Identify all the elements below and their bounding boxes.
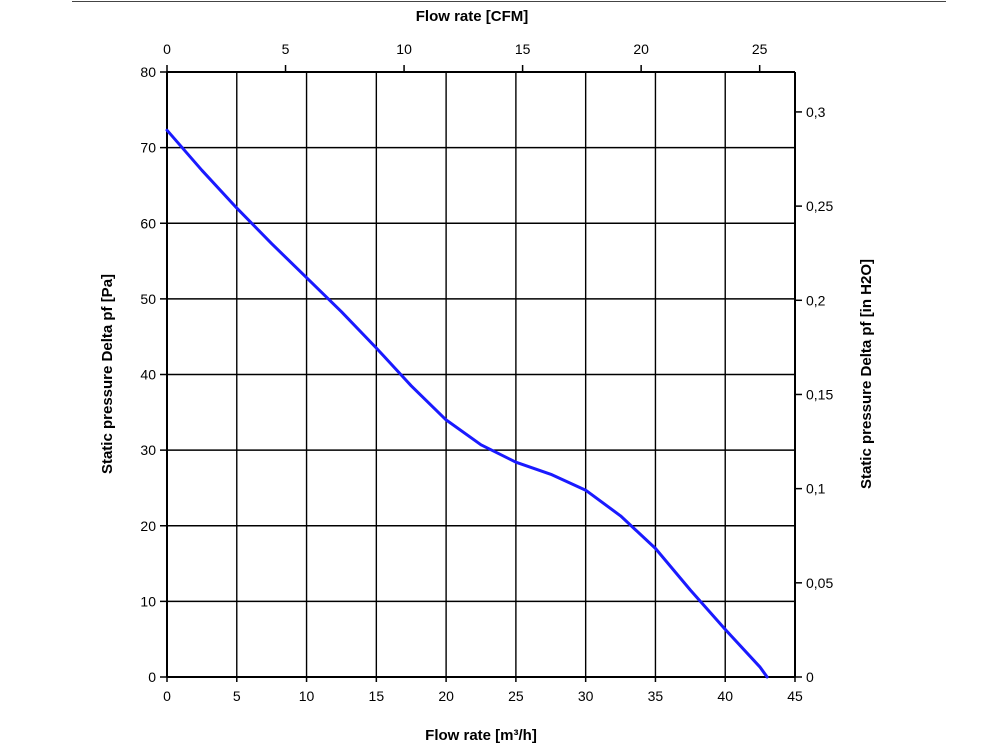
y-tick-label-5: 50 bbox=[140, 291, 156, 307]
y2-axis-title: Static pressure Delta pf [in H2O] bbox=[858, 259, 875, 489]
series-layer bbox=[165, 128, 769, 679]
y-tick-label-1: 10 bbox=[140, 593, 156, 609]
y-tick-label-8: 80 bbox=[140, 64, 156, 80]
y2-tick-label-4: 0,2 bbox=[806, 292, 826, 308]
y-tick-label-7: 70 bbox=[140, 140, 156, 156]
y-axis-title: Static pressure Delta pf [Pa] bbox=[99, 274, 116, 474]
x-tick-label-6: 30 bbox=[578, 688, 594, 704]
y2-tick-label-2: 0,1 bbox=[806, 481, 826, 497]
y-tick-label-4: 40 bbox=[140, 367, 156, 383]
x-axis-title: Flow rate [m³/h] bbox=[425, 727, 537, 744]
x-tick-label-0: 0 bbox=[163, 688, 171, 704]
x-tick-label-4: 20 bbox=[438, 688, 454, 704]
x2-tick-label-2: 10 bbox=[396, 41, 412, 57]
x-tick-label-9: 45 bbox=[787, 688, 803, 704]
x-tick-label-5: 25 bbox=[508, 688, 524, 704]
grid-layer bbox=[167, 72, 795, 677]
y-tick-label-2: 20 bbox=[140, 518, 156, 534]
y-tick-label-6: 60 bbox=[140, 215, 156, 231]
x-tick-label-3: 15 bbox=[369, 688, 385, 704]
y2-tick-label-1: 0,05 bbox=[806, 575, 833, 591]
x2-tick-label-3: 15 bbox=[515, 41, 531, 57]
x-tick-label-8: 40 bbox=[717, 688, 733, 704]
y2-tick-label-3: 0,15 bbox=[806, 386, 833, 402]
y2-tick-label-5: 0,25 bbox=[806, 198, 833, 214]
x-tick-label-1: 5 bbox=[233, 688, 241, 704]
y2-tick-label-0: 0 bbox=[806, 669, 814, 685]
x2-axis-title: Flow rate [CFM] bbox=[416, 8, 529, 25]
x2-tick-label-0: 0 bbox=[163, 41, 171, 57]
x2-tick-label-1: 5 bbox=[282, 41, 290, 57]
y2-tick-label-6: 0,3 bbox=[806, 104, 826, 120]
x2-tick-label-4: 20 bbox=[633, 41, 649, 57]
y-tick-label-0: 0 bbox=[148, 669, 156, 685]
y-tick-label-3: 30 bbox=[140, 442, 156, 458]
series-line-0 bbox=[165, 128, 769, 679]
x2-tick-label-5: 25 bbox=[752, 41, 768, 57]
x-tick-label-7: 35 bbox=[648, 688, 664, 704]
x-tick-label-2: 10 bbox=[299, 688, 315, 704]
